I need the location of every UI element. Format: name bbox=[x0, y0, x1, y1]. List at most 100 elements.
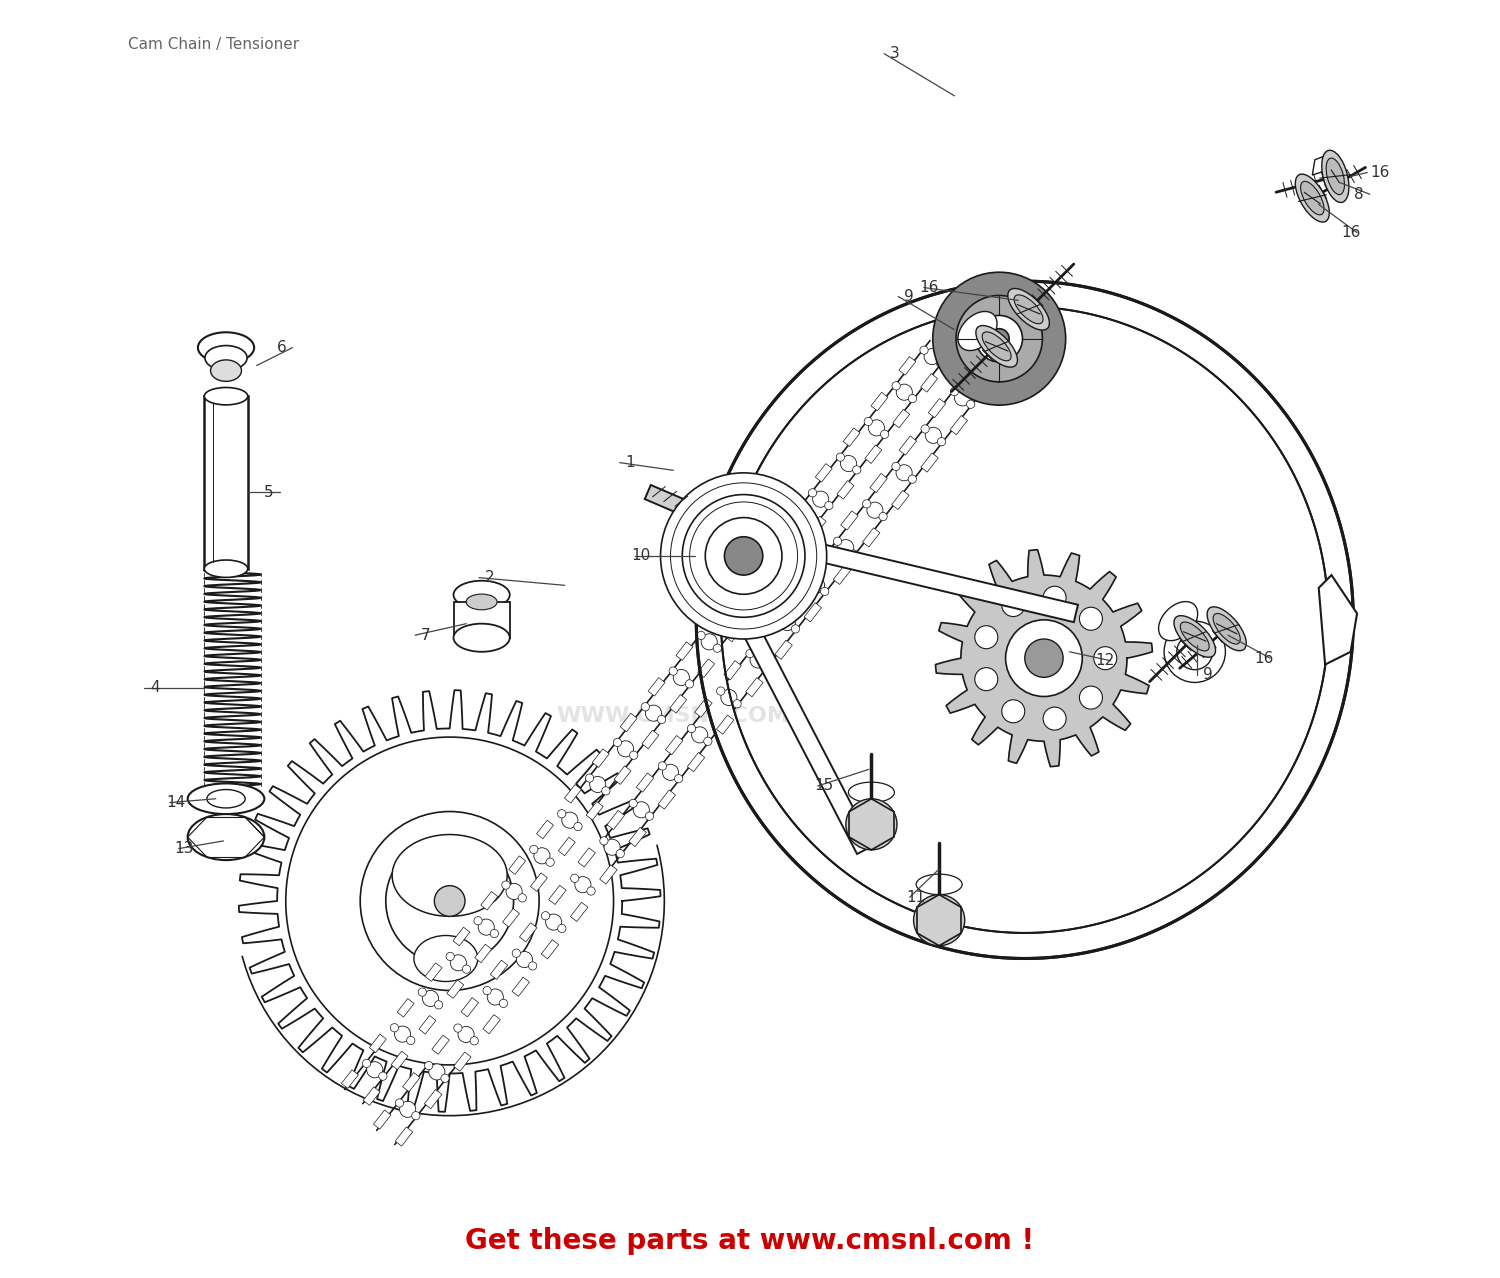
Ellipse shape bbox=[976, 326, 1017, 367]
Polygon shape bbox=[684, 514, 873, 854]
Circle shape bbox=[454, 1024, 462, 1033]
Circle shape bbox=[640, 703, 650, 711]
Circle shape bbox=[849, 550, 858, 558]
Polygon shape bbox=[898, 436, 916, 455]
Text: 9: 9 bbox=[1203, 667, 1212, 682]
Circle shape bbox=[660, 473, 826, 639]
Polygon shape bbox=[537, 820, 554, 838]
Polygon shape bbox=[519, 923, 537, 942]
Polygon shape bbox=[600, 865, 616, 884]
Circle shape bbox=[840, 455, 856, 472]
Text: 5: 5 bbox=[264, 484, 274, 500]
Polygon shape bbox=[1318, 575, 1358, 665]
Circle shape bbox=[682, 495, 806, 617]
Circle shape bbox=[585, 774, 594, 782]
Circle shape bbox=[700, 634, 717, 651]
Circle shape bbox=[470, 1036, 478, 1045]
Polygon shape bbox=[666, 736, 682, 755]
Polygon shape bbox=[558, 837, 574, 856]
Ellipse shape bbox=[466, 594, 496, 610]
Circle shape bbox=[574, 822, 582, 831]
Circle shape bbox=[926, 427, 942, 443]
Circle shape bbox=[734, 699, 741, 708]
Circle shape bbox=[776, 612, 783, 620]
Circle shape bbox=[462, 965, 471, 974]
Ellipse shape bbox=[958, 312, 998, 350]
Circle shape bbox=[500, 999, 507, 1007]
Polygon shape bbox=[812, 548, 830, 567]
Circle shape bbox=[574, 877, 591, 893]
Circle shape bbox=[423, 990, 438, 1007]
Circle shape bbox=[837, 452, 844, 461]
Circle shape bbox=[909, 395, 916, 403]
Circle shape bbox=[1005, 620, 1083, 697]
Circle shape bbox=[705, 518, 782, 594]
Circle shape bbox=[530, 845, 538, 854]
Circle shape bbox=[645, 705, 662, 721]
Polygon shape bbox=[342, 1070, 358, 1089]
Polygon shape bbox=[834, 565, 850, 584]
Circle shape bbox=[1002, 593, 1025, 616]
Circle shape bbox=[446, 952, 454, 961]
Polygon shape bbox=[570, 902, 588, 921]
Circle shape bbox=[1080, 686, 1102, 709]
Circle shape bbox=[704, 737, 712, 745]
Text: 13: 13 bbox=[174, 841, 194, 856]
Circle shape bbox=[506, 883, 522, 900]
Circle shape bbox=[862, 500, 871, 507]
Polygon shape bbox=[753, 624, 771, 643]
Text: 4: 4 bbox=[150, 680, 159, 695]
Circle shape bbox=[558, 810, 566, 818]
Ellipse shape bbox=[1214, 613, 1240, 644]
Circle shape bbox=[796, 537, 806, 546]
Polygon shape bbox=[578, 847, 596, 866]
Polygon shape bbox=[921, 452, 939, 472]
Polygon shape bbox=[783, 585, 800, 604]
Ellipse shape bbox=[1008, 289, 1050, 330]
Circle shape bbox=[1080, 607, 1102, 630]
Ellipse shape bbox=[453, 624, 510, 652]
Circle shape bbox=[1042, 587, 1066, 610]
Polygon shape bbox=[512, 978, 530, 997]
Circle shape bbox=[483, 987, 492, 994]
Polygon shape bbox=[694, 698, 712, 717]
Text: 2: 2 bbox=[484, 570, 495, 585]
Text: 16: 16 bbox=[920, 280, 939, 295]
Circle shape bbox=[717, 688, 724, 695]
Circle shape bbox=[879, 512, 886, 520]
Circle shape bbox=[808, 488, 816, 497]
Circle shape bbox=[1164, 621, 1226, 682]
Circle shape bbox=[924, 349, 940, 364]
Polygon shape bbox=[837, 481, 854, 500]
Circle shape bbox=[867, 502, 883, 519]
Circle shape bbox=[846, 799, 897, 850]
Polygon shape bbox=[950, 415, 968, 435]
Polygon shape bbox=[724, 661, 741, 680]
Circle shape bbox=[518, 893, 526, 902]
Ellipse shape bbox=[188, 814, 264, 860]
Polygon shape bbox=[614, 766, 632, 785]
Polygon shape bbox=[865, 445, 882, 464]
Polygon shape bbox=[503, 909, 519, 927]
Polygon shape bbox=[531, 873, 548, 891]
Polygon shape bbox=[928, 399, 946, 418]
Text: 1: 1 bbox=[626, 455, 634, 470]
PathPatch shape bbox=[696, 281, 1353, 958]
Text: 10: 10 bbox=[632, 548, 651, 564]
Circle shape bbox=[378, 1072, 387, 1080]
Ellipse shape bbox=[916, 874, 962, 895]
Circle shape bbox=[954, 390, 970, 406]
Ellipse shape bbox=[206, 345, 248, 371]
Circle shape bbox=[908, 475, 916, 483]
Circle shape bbox=[750, 652, 766, 668]
Polygon shape bbox=[776, 640, 792, 659]
Polygon shape bbox=[542, 939, 558, 958]
Circle shape bbox=[722, 689, 736, 705]
Polygon shape bbox=[676, 642, 693, 661]
Circle shape bbox=[528, 962, 537, 970]
Circle shape bbox=[488, 989, 504, 1005]
Circle shape bbox=[645, 812, 654, 820]
Polygon shape bbox=[392, 1052, 408, 1070]
Circle shape bbox=[474, 916, 482, 925]
Ellipse shape bbox=[1014, 295, 1042, 323]
